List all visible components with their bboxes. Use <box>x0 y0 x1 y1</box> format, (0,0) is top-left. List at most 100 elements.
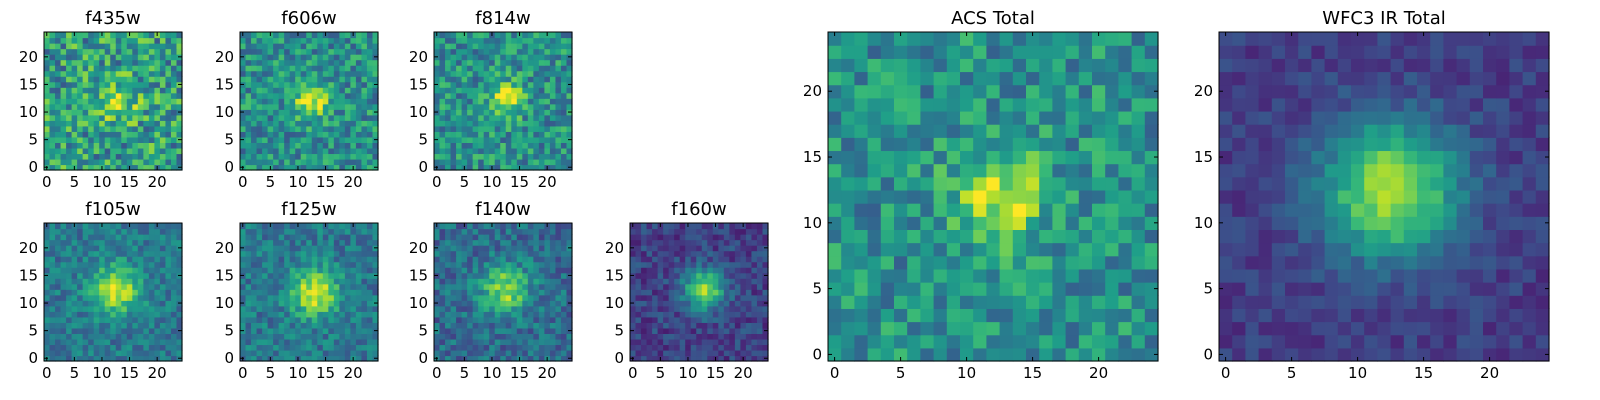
heatmap-cell <box>143 92 150 99</box>
heatmap-cell <box>674 349 681 357</box>
heatmap-cell <box>262 349 269 357</box>
heatmap-cell <box>240 87 247 94</box>
heatmap-cell <box>544 294 551 301</box>
heatmap-cell <box>652 333 659 340</box>
heatmap-cell <box>267 338 274 346</box>
heatmap-cell <box>289 76 296 83</box>
heatmap-cell <box>154 54 161 61</box>
heatmap-cell <box>148 344 155 351</box>
heatmap-cell <box>295 239 302 246</box>
heatmap-cell <box>560 114 568 121</box>
heatmap-cell <box>1078 163 1093 178</box>
heatmap-cell <box>295 92 302 99</box>
heatmap-cell <box>328 142 335 149</box>
heatmap-cell <box>933 203 948 217</box>
heatmap-cell <box>1039 163 1053 178</box>
heatmap-cell <box>483 142 490 149</box>
heatmap-cell <box>456 114 463 121</box>
heatmap-cell <box>251 92 258 99</box>
heatmap-cell <box>489 278 496 285</box>
heatmap-cell <box>511 54 518 61</box>
heatmap-cell <box>49 131 56 138</box>
heatmap-cell <box>1078 189 1093 204</box>
heatmap-cell <box>273 131 280 138</box>
heatmap-cell <box>663 355 670 362</box>
heatmap-cell <box>295 76 302 83</box>
heatmap-cell <box>1118 216 1133 230</box>
heatmap-cell <box>251 261 258 268</box>
heatmap-cell <box>311 355 318 362</box>
heatmap-cell <box>333 239 340 246</box>
heatmap-cell <box>723 355 730 362</box>
heatmap-cell <box>560 338 568 346</box>
heatmap-cell <box>148 120 155 127</box>
heatmap-cell <box>1039 229 1053 244</box>
heatmap-cell <box>311 327 318 334</box>
heatmap-cell <box>461 43 468 50</box>
heatmap-cell <box>478 338 485 346</box>
heatmap-cell <box>560 311 568 318</box>
heatmap-cell <box>500 147 507 155</box>
heatmap-cell <box>668 278 675 285</box>
heatmap-cell <box>828 203 842 217</box>
heatmap-cell <box>132 333 139 340</box>
heatmap-cell <box>566 65 573 72</box>
heatmap-cell <box>306 316 313 323</box>
heatmap-cell <box>434 114 441 121</box>
heatmap-cell <box>251 316 258 323</box>
heatmap-cell <box>115 267 122 274</box>
heatmap-cell <box>450 43 457 50</box>
heatmap-cell <box>450 81 457 88</box>
heatmap-cell <box>240 338 247 346</box>
heatmap-cell <box>148 43 155 50</box>
heatmap-cell <box>55 48 62 55</box>
heatmap-cell <box>333 300 340 307</box>
heatmap-cell <box>344 164 351 171</box>
heatmap-cell <box>143 311 150 318</box>
heatmap-cell <box>734 239 741 246</box>
heatmap-cell <box>960 242 974 257</box>
heatmap-cell <box>549 245 557 252</box>
heatmap-cell <box>740 239 747 246</box>
heatmap-cell <box>317 234 324 241</box>
heatmap-cell <box>933 189 948 204</box>
heatmap-cell <box>723 289 730 296</box>
heatmap-cell <box>66 322 73 329</box>
heatmap-cell <box>328 98 335 105</box>
heatmap-cell <box>511 120 518 127</box>
heatmap-cell <box>55 267 62 274</box>
heatmap-cell <box>256 300 263 307</box>
heatmap-cell <box>350 98 357 105</box>
heatmap-cell <box>55 327 62 334</box>
heatmap-cell <box>71 311 78 318</box>
heatmap-cell <box>372 305 379 312</box>
heatmap-cell <box>729 300 736 307</box>
heatmap-cell <box>1092 268 1106 283</box>
heatmap-cell <box>527 125 534 132</box>
heatmap-cell <box>372 76 379 83</box>
heatmap-cell <box>344 37 351 44</box>
heatmap-cell <box>295 278 302 285</box>
heatmap-cell <box>44 76 51 83</box>
heatmap-cell <box>284 278 291 285</box>
heatmap-cell <box>104 272 111 279</box>
heatmap-cell <box>549 344 557 351</box>
heatmap-cell <box>284 338 291 346</box>
heatmap-cell <box>104 256 111 263</box>
heatmap-cell <box>549 316 557 323</box>
heatmap-cell <box>350 131 357 138</box>
heatmap-cell <box>366 136 374 143</box>
heatmap-cell <box>434 98 441 105</box>
heatmap-cell <box>328 305 335 312</box>
heatmap-cell <box>674 256 681 263</box>
heatmap-cell <box>366 114 374 121</box>
heatmap-cell <box>344 272 351 279</box>
heatmap-cell <box>115 54 122 61</box>
heatmap-cell <box>527 81 534 88</box>
heatmap-cell <box>366 153 374 160</box>
heatmap-cell <box>478 322 485 329</box>
heatmap-cell <box>1092 334 1106 349</box>
heatmap-cell <box>828 321 842 336</box>
heatmap-cell <box>652 322 659 329</box>
heatmap-cell <box>999 203 1014 217</box>
